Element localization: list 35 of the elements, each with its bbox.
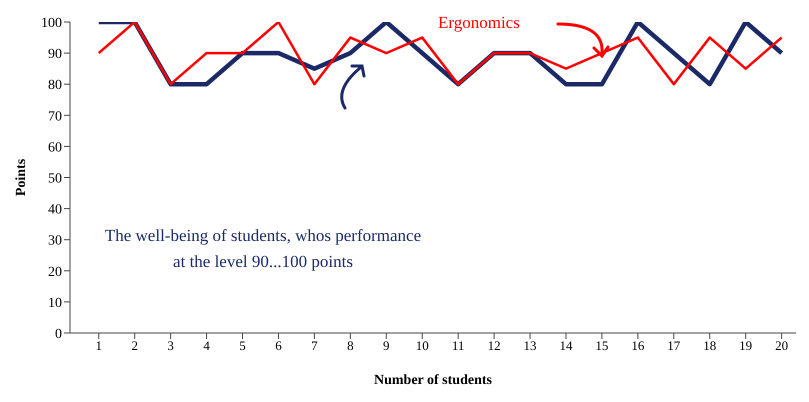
series-label: Ergonomics [438,12,520,34]
x-tick-label: 8 [347,338,354,354]
x-tick-label: 18 [703,338,716,354]
x-tick-label: 17 [667,338,681,354]
y-tick-label: 70 [48,109,62,124]
y-tick-label: 50 [48,171,62,186]
x-tick-label: 10 [416,338,429,354]
x-axis-title: Number of students [374,373,493,388]
x-tick-label: 20 [775,338,788,354]
x-tick-label: 9 [383,338,390,354]
x-tick-label: 2 [131,338,138,354]
x-tick-label: 3 [167,338,174,354]
x-tick-label: 5 [239,338,246,354]
y-tick-label: 40 [48,202,62,218]
x-tick-label: 14 [559,338,573,354]
text: The well-being of students, whos performance at the level 90...100 points [104,225,422,273]
y-tick-label: 90 [48,47,62,62]
x-tick-label: 19 [739,338,752,354]
x-tick-label: 1 [96,338,102,354]
y-tick-label: 30 [48,234,62,249]
x-tick-label: 4 [203,338,210,354]
x-tick-label: 6 [275,338,282,354]
x-tick-label: 7 [311,338,318,354]
x-tick-label: 15 [595,338,608,354]
x-tick-label: 11 [452,338,464,354]
x-tick-label: 12 [488,338,501,354]
x-tick-label: 13 [524,338,537,354]
y-tick-label: 60 [48,140,62,156]
y-tick-label: 0 [55,326,62,342]
y-tick-label: 80 [48,78,62,94]
y-tick-label: 100 [41,16,62,31]
x-tick-label: 16 [631,338,645,354]
y-axis-title: Points [14,158,29,196]
y-tick-label: 20 [48,264,62,280]
y-tick-label: 10 [48,296,62,311]
